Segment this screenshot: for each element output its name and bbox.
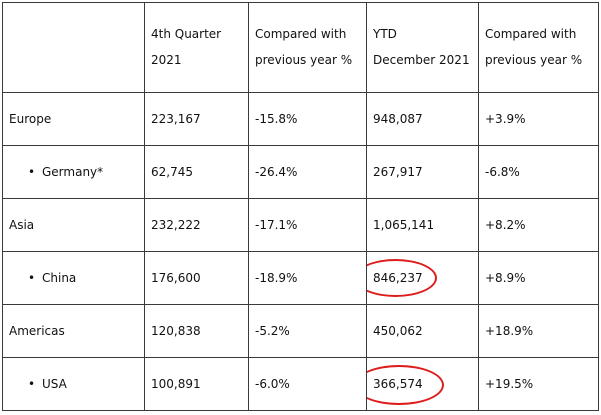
ytd-value-highlighted-cell: 366,574 [366,357,479,411]
q4-value: 176,600 [144,251,249,305]
ytd-change-value: +18.9% [478,304,599,358]
ytd-value-highlighted-cell: 846,237 [366,251,479,305]
ytd-change-value: -6.8% [478,145,599,199]
ytd-change-value: +8.9% [478,251,599,305]
header-q4-2021: 4th Quarter 2021 [144,2,249,93]
table-row: • Germany* 62,745 -26.4% 267,917 -6.8% [2,145,599,199]
table-header-row: 4th Quarter 2021 Compared with previous … [2,2,599,93]
country-label-cell: • China [2,251,145,305]
region-label: Europe [2,92,145,146]
country-label: Germany* [42,165,104,179]
q4-change-value: -15.8% [248,92,367,146]
table-row: Asia 232,222 -17.1% 1,065,141 +8.2% [2,198,599,252]
header-ytd-line1: YTD [373,27,397,41]
q4-change-value: -6.0% [248,357,367,411]
ytd-value: 366,574 [373,377,423,391]
bullet-icon: • [28,271,36,285]
table-row: • China 176,600 -18.9% 846,237 +8.9% [2,251,599,305]
ytd-change-value: +3.9% [478,92,599,146]
q4-change-value: -17.1% [248,198,367,252]
q4-value: 62,745 [144,145,249,199]
table-row: Europe 223,167 -15.8% 948,087 +3.9% [2,92,599,146]
q4-change-value: -5.2% [248,304,367,358]
bullet-icon: • [28,165,36,179]
region-label: Asia [2,198,145,252]
q4-change-value: -26.4% [248,145,367,199]
country-label-cell: • Germany* [2,145,145,199]
sales-table-container: 4th Quarter 2021 Compared with previous … [2,2,599,411]
ytd-value: 1,065,141 [366,198,479,252]
region-label: Americas [2,304,145,358]
table-row: Americas 120,838 -5.2% 450,062 +18.9% [2,304,599,358]
ytd-change-value: +19.5% [478,357,599,411]
header-q4-change: Compared with previous year % [248,2,367,93]
q4-value: 232,222 [144,198,249,252]
header-ytd-change: Compared with previous year % [478,2,599,93]
country-label: China [42,271,77,285]
q4-change-value: -18.9% [248,251,367,305]
ytd-value: 948,087 [366,92,479,146]
q4-value: 223,167 [144,92,249,146]
table-row: • USA 100,891 -6.0% 366,574 +19.5% [2,357,599,411]
q4-value: 100,891 [144,357,249,411]
ytd-value: 846,237 [373,271,423,285]
ytd-change-value: +8.2% [478,198,599,252]
header-ytd-line2: December 2021 [373,53,470,67]
ytd-value: 267,917 [366,145,479,199]
header-region-cell [2,2,145,93]
q4-value: 120,838 [144,304,249,358]
header-ytd: YTD December 2021 [366,2,479,93]
ytd-value: 450,062 [366,304,479,358]
country-label-cell: • USA [2,357,145,411]
bullet-icon: • [28,377,36,391]
sales-table: 4th Quarter 2021 Compared with previous … [2,2,599,411]
country-label: USA [42,377,67,391]
